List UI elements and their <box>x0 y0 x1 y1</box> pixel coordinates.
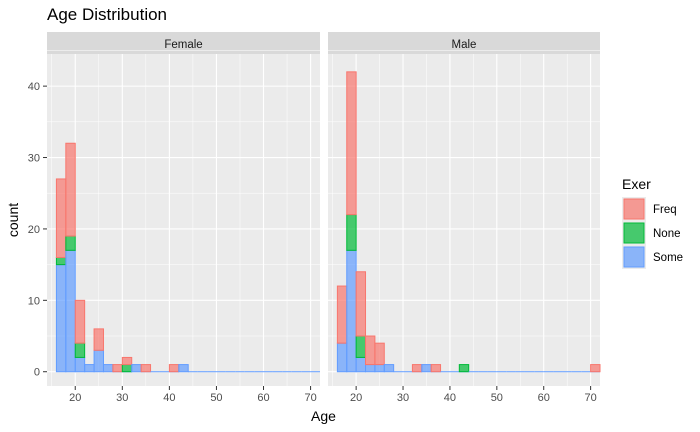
facet-strip <box>47 32 320 54</box>
bar-some <box>102 364 114 373</box>
legend-item-freq: Freq <box>622 197 677 221</box>
bar-freq <box>590 364 601 373</box>
bar-some <box>346 249 357 373</box>
bar-some <box>84 364 95 373</box>
x-tick-label: 60 <box>257 392 269 404</box>
facet-strip-label: Male <box>452 39 477 51</box>
legend: Exer Freq None Some <box>622 176 683 269</box>
bar-none <box>355 335 367 358</box>
y-tick-label: 20 <box>28 224 40 236</box>
bar-freq <box>411 364 423 373</box>
bar-none <box>55 256 67 266</box>
bar-freq <box>121 356 133 366</box>
bar-none <box>458 364 470 373</box>
x-tick-label: 70 <box>304 392 316 404</box>
legend-swatch <box>623 222 645 244</box>
legend-swatch <box>623 198 645 220</box>
bar-none <box>121 364 133 373</box>
facet-strip-label: Female <box>164 39 202 51</box>
facet-strip <box>328 32 600 54</box>
bar-freq <box>112 364 123 373</box>
bar-some <box>365 364 376 373</box>
x-tick-label: 20 <box>69 392 81 404</box>
facet-panel-female: Female 20 30 40 50 60 70 0 10 20 30 40 <box>28 32 320 404</box>
bar-freq <box>346 71 357 216</box>
bar-freq <box>336 285 348 344</box>
legend-item-some: Some <box>622 245 683 269</box>
legend-title: Exer <box>622 176 651 192</box>
legend-label: None <box>653 228 681 240</box>
x-tick-label: 40 <box>444 392 456 404</box>
x-tick-label: 60 <box>538 392 550 404</box>
bar-some <box>355 356 367 373</box>
bar-freq <box>168 364 180 373</box>
legend-item-none: None <box>622 221 681 245</box>
panel-background <box>47 54 320 386</box>
bar-some <box>383 364 395 373</box>
bar-freq <box>365 335 376 366</box>
bar-freq <box>65 142 76 237</box>
bar-some <box>178 364 189 373</box>
facet-panel-male: Male 20 30 40 50 60 70 <box>328 32 601 404</box>
bar-none <box>74 342 86 358</box>
x-tick-label: 50 <box>491 392 503 404</box>
bar-some <box>93 349 104 373</box>
bar-freq <box>355 271 367 337</box>
bar-some <box>336 342 348 373</box>
chart-title: Age Distribution <box>47 5 167 24</box>
bar-freq <box>140 364 152 373</box>
legend-swatch <box>623 246 645 268</box>
bar-some <box>65 249 76 373</box>
x-tick-label: 30 <box>116 392 128 404</box>
y-tick-label: 30 <box>28 153 40 165</box>
y-tick-label: 0 <box>34 367 40 379</box>
x-tick-label: 70 <box>584 392 596 404</box>
legend-label: Freq <box>653 204 677 216</box>
bar-none <box>346 214 357 251</box>
legend-label: Some <box>653 252 683 264</box>
x-axis-title: Age <box>311 408 336 424</box>
x-tick-label: 50 <box>210 392 222 404</box>
panel-background <box>328 54 600 386</box>
y-axis-title: count <box>5 203 21 237</box>
bar-some <box>74 356 86 373</box>
bar-freq <box>74 299 86 344</box>
bar-none <box>65 235 76 251</box>
bar-freq <box>374 342 385 366</box>
facet-panels: Female 20 30 40 50 60 70 0 10 20 30 40 Male 20 30 40 50 6… <box>28 32 601 404</box>
bar-some <box>421 364 432 373</box>
bar-freq <box>55 178 67 258</box>
x-tick-label: 40 <box>163 392 175 404</box>
y-tick-label: 40 <box>28 81 40 93</box>
x-tick-label: 20 <box>350 392 362 404</box>
bar-freq <box>93 328 104 351</box>
x-tick-label: 30 <box>397 392 409 404</box>
bar-some <box>131 364 142 373</box>
y-tick-label: 10 <box>28 295 40 307</box>
bar-some <box>55 264 67 373</box>
bar-some <box>374 364 385 373</box>
bar-freq <box>430 364 442 373</box>
